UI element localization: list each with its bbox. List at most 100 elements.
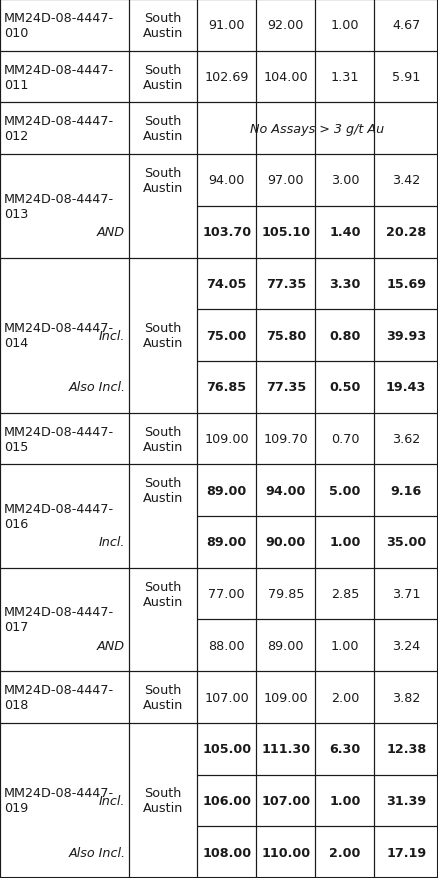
Bar [315, 258, 374, 310]
Bar [256, 620, 315, 672]
Text: South
Austin: South Austin [143, 321, 184, 349]
Text: 104.00: 104.00 [264, 71, 308, 84]
Text: MM24D-08-4447-
012: MM24D-08-4447- 012 [4, 115, 114, 143]
Bar [315, 206, 374, 258]
Text: Also Incl.: Also Incl. [68, 846, 125, 859]
Text: South
Austin: South Austin [143, 11, 184, 40]
Text: 12.38: 12.38 [386, 743, 426, 755]
Text: 108.00: 108.00 [202, 846, 251, 859]
Bar [0, 672, 129, 723]
Bar [197, 155, 256, 206]
Text: 94.00: 94.00 [265, 484, 306, 497]
Bar [374, 52, 438, 104]
Bar [374, 155, 438, 206]
Text: 5.00: 5.00 [329, 484, 360, 497]
Text: South
Austin: South Austin [143, 425, 184, 453]
Bar [374, 774, 438, 826]
Bar [129, 672, 197, 723]
Bar [256, 52, 315, 104]
Bar [197, 568, 256, 620]
Bar [197, 52, 256, 104]
Text: South
Austin: South Austin [143, 787, 184, 815]
Bar [256, 104, 315, 155]
Text: 4.67: 4.67 [392, 19, 420, 32]
Text: 3.62: 3.62 [392, 433, 420, 445]
Text: 77.35: 77.35 [266, 381, 306, 394]
Bar [256, 155, 315, 206]
Bar [315, 826, 374, 878]
Bar [0, 258, 129, 414]
Bar [315, 104, 374, 155]
Bar [129, 104, 197, 155]
Text: AND: AND [97, 226, 125, 239]
Text: 109.00: 109.00 [205, 433, 249, 445]
Text: 109.70: 109.70 [264, 433, 308, 445]
Text: MM24D-08-4447-
016: MM24D-08-4447- 016 [4, 502, 114, 530]
Bar [256, 258, 315, 310]
Bar [129, 155, 197, 258]
Bar [374, 568, 438, 620]
Bar [129, 568, 197, 672]
Bar [315, 568, 374, 620]
Text: 3.42: 3.42 [392, 174, 420, 187]
Text: 1.00: 1.00 [331, 639, 359, 652]
Text: 105.00: 105.00 [202, 743, 251, 755]
Text: 9.16: 9.16 [391, 484, 422, 497]
Text: 74.05: 74.05 [206, 277, 247, 291]
Text: 91.00: 91.00 [208, 19, 245, 32]
Bar [0, 414, 129, 464]
Text: MM24D-08-4447-
017: MM24D-08-4447- 017 [4, 606, 114, 634]
Text: MM24D-08-4447-
019: MM24D-08-4447- 019 [4, 787, 114, 815]
Bar [256, 464, 315, 516]
Bar [256, 206, 315, 258]
Text: MM24D-08-4447-
013: MM24D-08-4447- 013 [4, 192, 114, 220]
Bar [129, 414, 197, 464]
Text: 3.71: 3.71 [392, 587, 420, 601]
Bar [374, 258, 438, 310]
Text: MM24D-08-4447-
014: MM24D-08-4447- 014 [4, 321, 114, 349]
Text: South
Austin: South Austin [143, 115, 184, 143]
Text: AND: AND [97, 639, 125, 652]
Text: 3.00: 3.00 [331, 174, 359, 187]
Bar [315, 464, 374, 516]
Text: 103.70: 103.70 [202, 226, 251, 239]
Bar [256, 672, 315, 723]
Text: 107.00: 107.00 [204, 691, 249, 704]
Bar [315, 0, 374, 52]
Text: 111.30: 111.30 [261, 743, 311, 755]
Bar [197, 464, 256, 516]
Bar [197, 310, 256, 362]
Bar [197, 620, 256, 672]
Text: 15.69: 15.69 [386, 277, 426, 291]
Bar [129, 464, 197, 568]
Bar [315, 414, 374, 464]
Bar [374, 310, 438, 362]
Bar [374, 0, 438, 52]
Bar [374, 104, 438, 155]
Text: 92.00: 92.00 [268, 19, 304, 32]
Bar [256, 568, 315, 620]
Text: 76.85: 76.85 [207, 381, 247, 394]
Text: 20.28: 20.28 [386, 226, 426, 239]
Text: Also Incl.: Also Incl. [68, 381, 125, 394]
Text: MM24D-08-4447-
018: MM24D-08-4447- 018 [4, 683, 114, 711]
Text: 1.00: 1.00 [329, 794, 360, 807]
Text: 3.82: 3.82 [392, 691, 420, 704]
Text: 3.30: 3.30 [329, 277, 360, 291]
Bar [315, 672, 374, 723]
Text: Incl.: Incl. [99, 329, 125, 342]
Bar [315, 52, 374, 104]
Bar [197, 516, 256, 568]
Text: 97.00: 97.00 [268, 174, 304, 187]
Text: 88.00: 88.00 [208, 639, 245, 652]
Text: 106.00: 106.00 [202, 794, 251, 807]
Text: 31.39: 31.39 [386, 794, 426, 807]
Text: South
Austin: South Austin [143, 167, 184, 195]
Bar [0, 568, 129, 672]
Text: No Assays > 3 g/t Au: No Assays > 3 g/t Au [251, 123, 385, 135]
Text: Incl.: Incl. [99, 536, 125, 549]
Bar [374, 620, 438, 672]
Bar [374, 723, 438, 774]
Bar [256, 723, 315, 774]
Text: 79.85: 79.85 [268, 587, 304, 601]
